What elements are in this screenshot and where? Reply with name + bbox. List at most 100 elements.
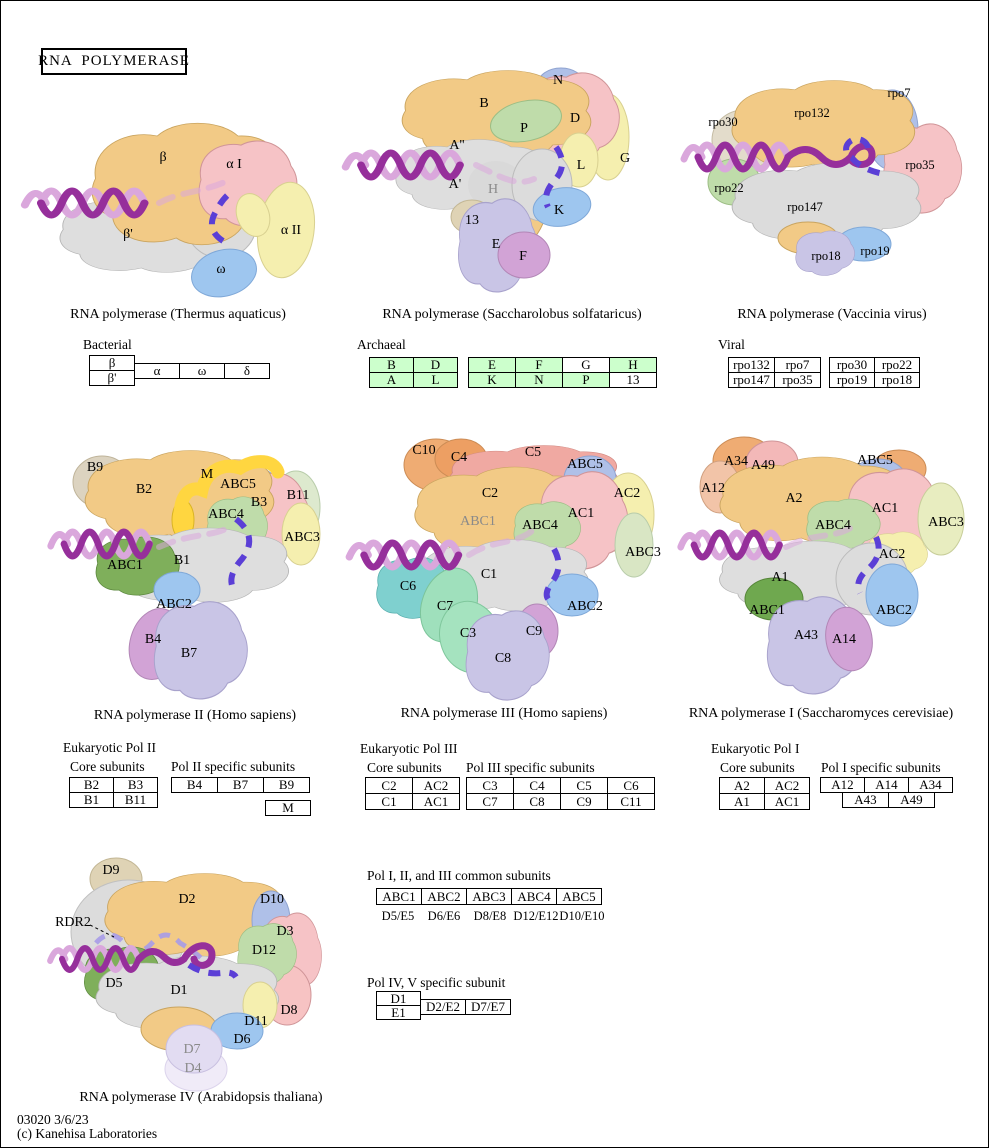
subunit-cell[interactable]: A49	[888, 792, 935, 808]
subunit-cell[interactable]: rpo22	[874, 357, 920, 373]
subunit-cell[interactable]: D7/E7	[465, 999, 511, 1015]
structure-pol3: C10 C4 C5 ABC5 C2 AC2 AC1 ABC1 ABC4 ABC3…	[364, 438, 661, 701]
subunit-cell[interactable]: β'	[89, 370, 135, 386]
subunit-label: α II	[281, 223, 301, 238]
subunit-label: ABC3	[928, 515, 964, 530]
rna-transcript	[543, 145, 565, 209]
subunit-cell[interactable]: α	[134, 363, 180, 379]
subunit-cell[interactable]: B7	[217, 777, 264, 793]
subunit-cell[interactable]: B9	[263, 777, 310, 793]
subunit-cell[interactable]: N	[515, 372, 563, 388]
subunit-label: D12	[252, 943, 276, 958]
common-table: ABC1 ABC2 ABC3 ABC4 ABC5	[376, 888, 602, 905]
subunit-cell[interactable]: ABC3	[466, 888, 512, 905]
subunit-cell[interactable]: G	[562, 357, 610, 373]
subunit-cell[interactable]: AC1	[764, 793, 810, 810]
subunit-cell[interactable]: A	[369, 372, 414, 388]
subunit-cell[interactable]: H	[609, 357, 657, 373]
structure-taq: β β' α I α II ω	[31, 122, 316, 298]
subunit-cell[interactable]: C7	[466, 793, 514, 810]
subunit-cell[interactable]: B3	[113, 777, 158, 793]
subunit-cell[interactable]: C2	[365, 777, 413, 794]
F-blob	[497, 231, 551, 279]
K-blob	[532, 187, 592, 227]
subunit-label: D2	[178, 892, 195, 907]
subunit-cell[interactable]: AC2	[764, 777, 810, 794]
subunit-label: rpo18	[811, 249, 840, 263]
subunit-label: A14	[832, 632, 856, 647]
subunit-cell[interactable]: AC2	[412, 777, 460, 794]
subunit-cell[interactable]: A14	[864, 777, 909, 793]
pol2-specific-extra: M	[265, 800, 311, 816]
subunit-cell[interactable]: AC1	[412, 793, 460, 810]
subunit-cell[interactable]: ω	[179, 363, 225, 379]
subunit-cell[interactable]: P	[562, 372, 610, 388]
subunit-cell[interactable]: A2	[719, 777, 765, 794]
subunit-cell[interactable]: B11	[113, 792, 158, 808]
subunit-cell[interactable]: M	[265, 800, 311, 816]
subunit-cell[interactable]: B1	[69, 792, 114, 808]
subunit-label: ABC1	[749, 603, 785, 618]
subunit-label: C8	[495, 651, 511, 666]
subunit-label: ABC1	[460, 514, 496, 529]
subunit-label: N	[553, 73, 563, 88]
subunit-cell[interactable]: E1	[376, 1005, 421, 1020]
subunit-cell[interactable]: rpo18	[874, 372, 920, 388]
structure-pol4: D9 D2 D10 RDR2 D3 D12 D5 D1 D8 D11 D6 D7…	[44, 857, 323, 1092]
dna-template-faded	[466, 528, 535, 558]
subunit-cell[interactable]: 13	[609, 372, 657, 388]
subunit-label: ω	[216, 262, 225, 277]
subunit-label: A12	[701, 481, 725, 496]
subunit-label: ABC3	[284, 530, 320, 545]
subunit-cell[interactable]: C8	[513, 793, 561, 810]
subunit-cell[interactable]: ABC5	[556, 888, 602, 905]
subunit-cell[interactable]: K	[468, 372, 516, 388]
subunit-cell[interactable]: E	[468, 357, 516, 373]
subunit-cell[interactable]: B4	[171, 777, 218, 793]
subunit-cell[interactable]: δ	[224, 363, 270, 379]
structure-pol1: A34 A49 A12 A2 ABC5 AC1 ABC3 ABC4 AC2 A1…	[694, 436, 965, 695]
pol2-specific-label: Pol II specific subunits	[171, 759, 296, 774]
subunit-cell[interactable]: rpo35	[774, 372, 821, 388]
archaeal-label: Archaeal	[357, 337, 406, 352]
pol1-core-table: A2 AC2 A1 AC1	[719, 777, 810, 810]
subunit-cell[interactable]: C11	[607, 793, 655, 810]
subunit-label: rpo30	[708, 115, 737, 129]
subunit-cell[interactable]: A34	[908, 777, 953, 793]
subunit-cell[interactable]: rpo7	[774, 357, 821, 373]
subunit-cell[interactable]: ABC4	[511, 888, 557, 905]
subunit-cell[interactable]: ABC2	[421, 888, 467, 905]
subunit-cell[interactable]: rpo19	[829, 372, 875, 388]
bacterial-table-row: α ω δ	[134, 363, 270, 379]
subunit-label: D11	[244, 1014, 268, 1029]
ABC3-blob	[281, 502, 321, 566]
subunit-cell[interactable]: C6	[607, 777, 655, 794]
subunit-label: ABC2	[156, 597, 192, 612]
subunit-cell[interactable]: ABC1	[376, 888, 422, 905]
subunit-cell[interactable]: D2/E2	[420, 999, 466, 1015]
subunit-cell[interactable]: rpo147	[728, 372, 775, 388]
subunit-cell[interactable]: C5	[560, 777, 608, 794]
subunit-cell[interactable]: β	[89, 355, 135, 371]
subunit-cell[interactable]: A1	[719, 793, 765, 810]
subunit-cell[interactable]: C4	[513, 777, 561, 794]
subunit-label: B4	[145, 632, 161, 647]
subunit-cell[interactable]: rpo30	[829, 357, 875, 373]
pol45-stack: D1 E1	[376, 991, 421, 1020]
subunit-cell[interactable]: C1	[365, 793, 413, 810]
subunit-alias: D6/E6	[427, 909, 461, 923]
alpha2-wedge-blob	[235, 193, 271, 237]
subunit-cell[interactable]: F	[515, 357, 563, 373]
subunit-cell[interactable]: L	[413, 372, 458, 388]
subunit-cell[interactable]: C9	[560, 793, 608, 810]
subunit-cell[interactable]: B2	[69, 777, 114, 793]
subunit-cell[interactable]: D	[413, 357, 458, 373]
subunit-cell[interactable]: A12	[820, 777, 865, 793]
dna-helix	[349, 543, 458, 567]
subunit-cell[interactable]: C3	[466, 777, 514, 794]
subunit-cell[interactable]: A43	[842, 792, 889, 808]
subunit-cell[interactable]: rpo132	[728, 357, 775, 373]
subunit-cell[interactable]: B	[369, 357, 414, 373]
subunit-label: B11	[287, 488, 310, 503]
